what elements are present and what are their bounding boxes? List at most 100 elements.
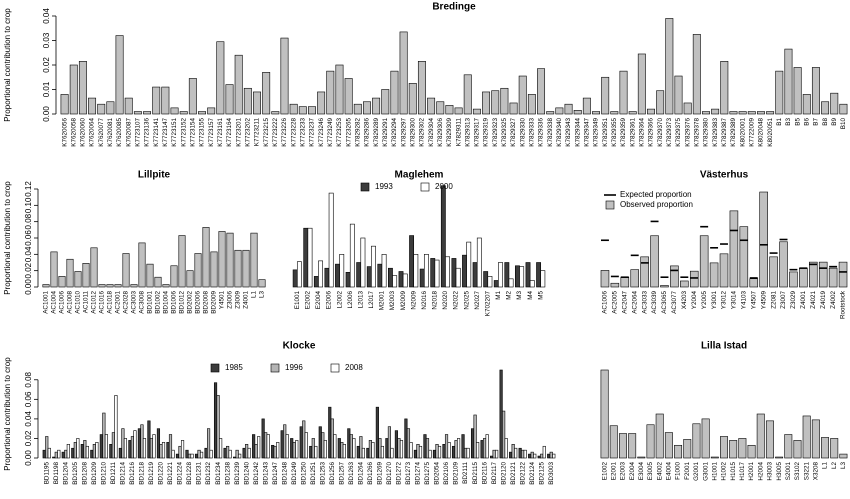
bar (307, 227, 313, 288)
x-tick-label: K7620081 (107, 118, 114, 147)
bar (527, 94, 536, 115)
bar (154, 276, 162, 288)
y-tick-label: 0.00 (24, 450, 33, 466)
x-tick-label: AC2064 (631, 291, 638, 314)
bar (80, 444, 84, 459)
x-tick-label: K7829302 (419, 118, 426, 147)
bar (61, 451, 65, 459)
x-tick-label: BD1240 (243, 462, 250, 485)
bar (179, 111, 188, 115)
x-tick-label: BD2111 (462, 462, 469, 484)
legend-label: Expected proportion (620, 190, 692, 199)
legend-label: 1996 (285, 363, 303, 372)
x-tick-label: AC3008 (139, 291, 146, 314)
bar (537, 455, 541, 459)
bar (185, 449, 189, 459)
bar (64, 449, 68, 459)
bar (45, 436, 49, 459)
bar (309, 445, 313, 459)
x-tick-label: AC1006 (602, 291, 609, 314)
bar (362, 101, 371, 115)
y-tick-label: 0.01 (42, 81, 51, 97)
x-tick-label: K7723228 (290, 118, 297, 147)
x-tick-label: K7723237 (309, 118, 316, 147)
bar (784, 48, 793, 115)
bar (82, 263, 90, 288)
bar (670, 265, 679, 288)
x-tick-label: N2020 (442, 291, 449, 310)
bar (655, 413, 664, 459)
bar (243, 87, 252, 115)
bar (406, 428, 411, 459)
x-tick-label: K7723152 (180, 118, 187, 147)
x-tick-label: K7829344 (574, 118, 581, 147)
bar (337, 438, 341, 459)
bar (701, 418, 710, 459)
x-tick-label: Y2005 (701, 291, 708, 310)
bar (793, 67, 802, 115)
bar (266, 434, 270, 459)
x-tick-label: G2001 (693, 462, 700, 481)
bar (228, 449, 232, 459)
x-tick-label: AC3077 (671, 291, 678, 314)
x-tick-label: BD1195 (43, 462, 50, 485)
bar (508, 278, 514, 288)
bar (152, 86, 161, 115)
x-tick-label: K7723107 (135, 118, 142, 147)
bar (542, 445, 546, 459)
x-tick-label: K7723155 (199, 118, 206, 147)
x-tick-label: K7829311 (455, 118, 462, 147)
bar (413, 254, 419, 288)
y-axis-label: Proportional contribution to crop (3, 8, 12, 122)
bar (483, 271, 489, 288)
bar (435, 444, 439, 459)
x-tick-label: AC2001 (115, 291, 122, 314)
x-tick-label: K7620087 (125, 118, 132, 147)
bar (290, 438, 294, 459)
bar (404, 418, 408, 459)
x-tick-label: H1001 (711, 462, 718, 481)
x-tick-label: BD1253 (319, 462, 326, 485)
bar (610, 282, 620, 288)
bar (133, 111, 142, 115)
x-tick-label: Z4021 (810, 291, 817, 309)
x-tick-label: BD1205 (72, 462, 79, 485)
y-tick-label: 0.04 (42, 8, 51, 24)
x-tick-label: K7829375 (675, 118, 682, 147)
bar (821, 101, 830, 115)
x-tick-label: BD1257 (339, 462, 346, 485)
bar (683, 439, 692, 459)
bar (500, 87, 509, 115)
x-tick-label: E2002 (305, 291, 312, 310)
bar (759, 191, 768, 288)
x-tick-label: M2001 (379, 291, 386, 311)
bar (710, 456, 719, 459)
bar (482, 91, 491, 115)
x-tick-label: K7829327 (510, 118, 517, 147)
x-tick-label: K7723249 (327, 118, 334, 147)
x-tick-label: L2 (831, 462, 838, 470)
x-tick-label: F2001 (684, 462, 691, 480)
x-tick-label: K7722009 (748, 118, 755, 147)
x-tick-label: E2006 (326, 291, 333, 310)
x-tick-label: H2001 (748, 462, 755, 481)
bar (729, 440, 738, 459)
bar (202, 227, 210, 288)
bar (747, 444, 756, 459)
x-tick-label: K7620056 (61, 118, 68, 147)
x-tick-label: K7829389 (730, 118, 737, 147)
legend-swatch (605, 200, 615, 210)
chart-title: Västerhus (700, 170, 749, 181)
bar (511, 444, 515, 459)
bar (218, 231, 226, 288)
x-tick-label: B10 (840, 118, 847, 130)
bar (360, 237, 366, 288)
bar (76, 438, 80, 459)
bar (818, 261, 828, 288)
bar (54, 451, 58, 459)
x-tick-label: Y3014 (731, 291, 738, 310)
x-tick-label: AC2047 (621, 291, 628, 314)
bar (495, 449, 499, 459)
bar (692, 423, 701, 459)
x-tick-label: Y4509 (760, 291, 767, 310)
